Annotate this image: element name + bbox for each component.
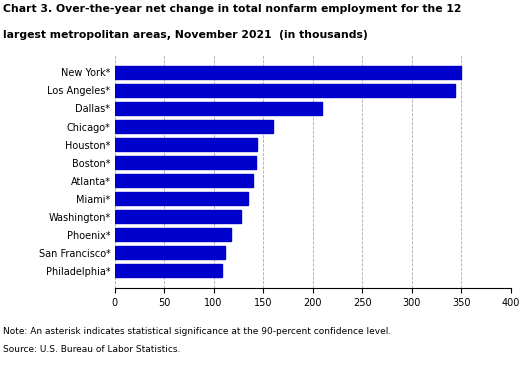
Bar [115, 228, 231, 241]
Text: Source: U.S. Bureau of Labor Statistics.: Source: U.S. Bureau of Labor Statistics. [3, 345, 180, 354]
Bar [115, 84, 455, 97]
Bar [115, 264, 221, 277]
Bar [115, 156, 256, 169]
Bar [115, 138, 257, 151]
Bar [115, 120, 273, 133]
Bar [115, 192, 249, 205]
Bar [115, 174, 253, 187]
Text: Chart 3. Over-the-year net change in total nonfarm employment for the 12: Chart 3. Over-the-year net change in tot… [3, 4, 461, 14]
Bar [115, 66, 461, 79]
Text: Note: An asterisk indicates statistical significance at the 90-percent confidenc: Note: An asterisk indicates statistical … [3, 327, 391, 335]
Bar [115, 210, 241, 223]
Bar [115, 102, 322, 115]
Bar [115, 246, 226, 259]
Text: largest metropolitan areas, November 2021  (in thousands): largest metropolitan areas, November 202… [3, 30, 367, 39]
